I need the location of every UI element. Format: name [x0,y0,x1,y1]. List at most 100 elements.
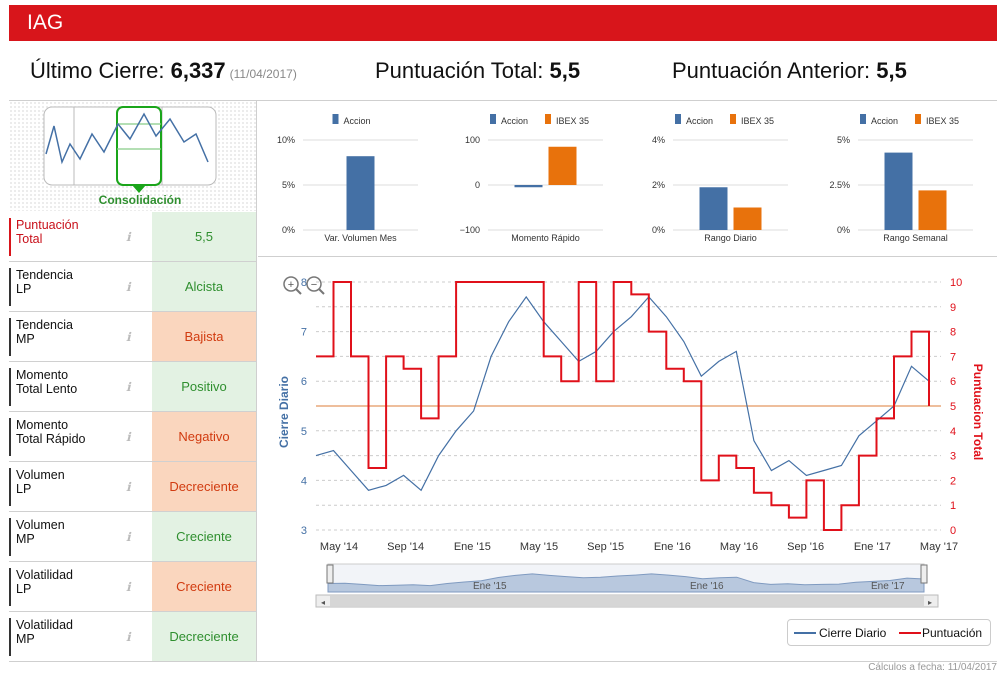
info-icon[interactable]: ℹ [126,380,131,394]
indicator-row: Volumen LP ℹ Decreciente [9,462,256,512]
indicator-label: Momento Total Rápido [9,418,149,456]
indicator-row: Volumen MP ℹ Creciente [9,512,256,562]
y-right-tick: 5 [950,401,956,413]
legend-swatch [860,114,866,124]
navigator-area [327,573,925,593]
indicator-label-line1: Tendencia [16,318,73,332]
navigator-handle-right[interactable] [920,564,928,584]
y-right-tick: 9 [950,302,956,314]
svg-text:+: + [288,279,294,291]
navigator-handle-left[interactable] [326,564,334,584]
indicator-row: Volatilidad LP ℹ Creciente [9,562,256,612]
indicator-label: Momento Total Lento [9,368,149,406]
mini-chart: Accion IBEX 35 5% 2.5% 0% Rango Semanal [829,114,973,243]
last-close-label: Último Cierre: [30,58,165,83]
indicator-value: Decreciente [152,462,256,511]
mini-bar-charts: Accion 10% 5% 0% Var. Volumen Mes Accion IBEX … [277,114,973,243]
y-tick-label: 0% [282,225,295,235]
indicator-value: Creciente [152,512,256,561]
info-icon[interactable]: ℹ [126,230,131,244]
indicator-value: Negativo [152,412,256,461]
indicator-label-line1: Momento [16,368,69,382]
indicator-label-line1: Volumen [16,468,65,482]
y-tick-label: 0% [652,225,665,235]
scrollbar-thumb[interactable] [330,596,924,606]
y-right-axis-label: Puntuacion Total [971,364,985,460]
x-tick-label: May '16 [720,541,758,553]
y-left-tick: 5 [301,426,307,438]
y-tick-label: 2% [652,180,665,190]
info-icon[interactable]: ℹ [126,330,131,344]
indicator-label-line2: MP [16,332,35,346]
mini-chart: Accion 10% 5% 0% Var. Volumen Mes [277,114,418,243]
legend-label-close[interactable]: Cierre Diario [819,626,887,640]
indicator-label-line1: Volumen [16,518,65,532]
y-tick-label: 4% [652,135,665,145]
y-right-tick: 6 [950,376,956,388]
navigator-label: Ene '16 [690,581,724,592]
indicator-label-line2: MP [16,632,35,646]
indicator-row: Tendencia LP ℹ Alcista [9,262,256,312]
x-tick-label: Ene '17 [854,541,891,553]
indicator-label-line2: Total Rápido [16,432,86,446]
info-icon[interactable]: ℹ [126,580,131,594]
indicator-value: Positivo [152,362,256,411]
mini-chart: Accion IBEX 35 100 0 −100 Momento Rápido [460,114,603,243]
zoom-in-icon[interactable]: + [283,276,302,295]
y-right-tick: 2 [950,475,956,487]
indicator-label: Tendencia LP [9,268,149,306]
info-icon[interactable]: ℹ [126,630,131,644]
indicator-label-line2: MP [16,532,35,546]
legend-label-score[interactable]: Puntuación [922,626,983,640]
indicator-value: Bajista [152,312,256,361]
series-score-line[interactable] [316,281,930,531]
info-icon[interactable]: ℹ [126,280,131,294]
indicator-row: Momento Total Lento ℹ Positivo [9,362,256,412]
series-close-line[interactable] [315,295,930,492]
y-tick-label: 100 [465,135,480,145]
indicator-row: Tendencia MP ℹ Bajista [9,312,256,362]
bar [884,152,913,230]
indicator-row: Momento Total Rápido ℹ Negativo [9,412,256,462]
legend-swatch [545,114,551,124]
mini-chart-title: Momento Rápido [511,233,580,243]
legend-swatch [675,114,681,124]
indicator-label-line2: LP [16,482,32,496]
x-tick-label: Ene '15 [454,541,491,553]
legend-label: IBEX 35 [926,116,959,126]
indicator-label-line2: LP [16,282,32,296]
last-close: Último Cierre: 6,337 (11/04/2017) [30,58,297,84]
y-left-tick: 4 [301,475,307,487]
header-divider [9,100,997,101]
indicator-row: Volatilidad MP ℹ Decreciente [9,612,256,662]
legend-swatch-score [899,632,921,634]
y-tick-label: 2.5% [829,180,850,190]
indicator-label-line1: Volatilidad [16,618,73,632]
y-tick-label: −100 [460,225,480,235]
info-icon[interactable]: ℹ [126,430,131,444]
info-icon[interactable]: ℹ [126,480,131,494]
legend-label: IBEX 35 [556,116,589,126]
pattern-label: Consolidación [98,193,182,207]
indicator-value: Decreciente [152,612,256,661]
legend-swatch-close [794,632,816,634]
zoom-out-icon[interactable]: − [306,276,325,295]
x-tick-label: Ene '16 [654,541,691,553]
indicator-label: Volatilidad LP [9,568,149,606]
total-score-value: 5,5 [549,58,581,83]
y-right-tick: 10 [950,277,962,289]
scroll-left-icon[interactable]: ◂ [321,598,325,607]
y-left-tick: 6 [301,376,307,388]
bar [918,190,947,230]
x-tick-label: Sep '14 [387,541,424,553]
mini-chart-title: Var. Volumen Mes [324,233,397,243]
last-close-value: 6,337 [170,58,226,83]
y-left-tick: 3 [301,525,307,537]
stock-title-bar: IAG [9,5,997,41]
scroll-right-icon[interactable]: ▸ [928,598,932,607]
info-icon[interactable]: ℹ [126,530,131,544]
y-tick-label: 10% [277,135,295,145]
bar [514,185,543,188]
indicator-label-line2: Total [16,232,43,246]
